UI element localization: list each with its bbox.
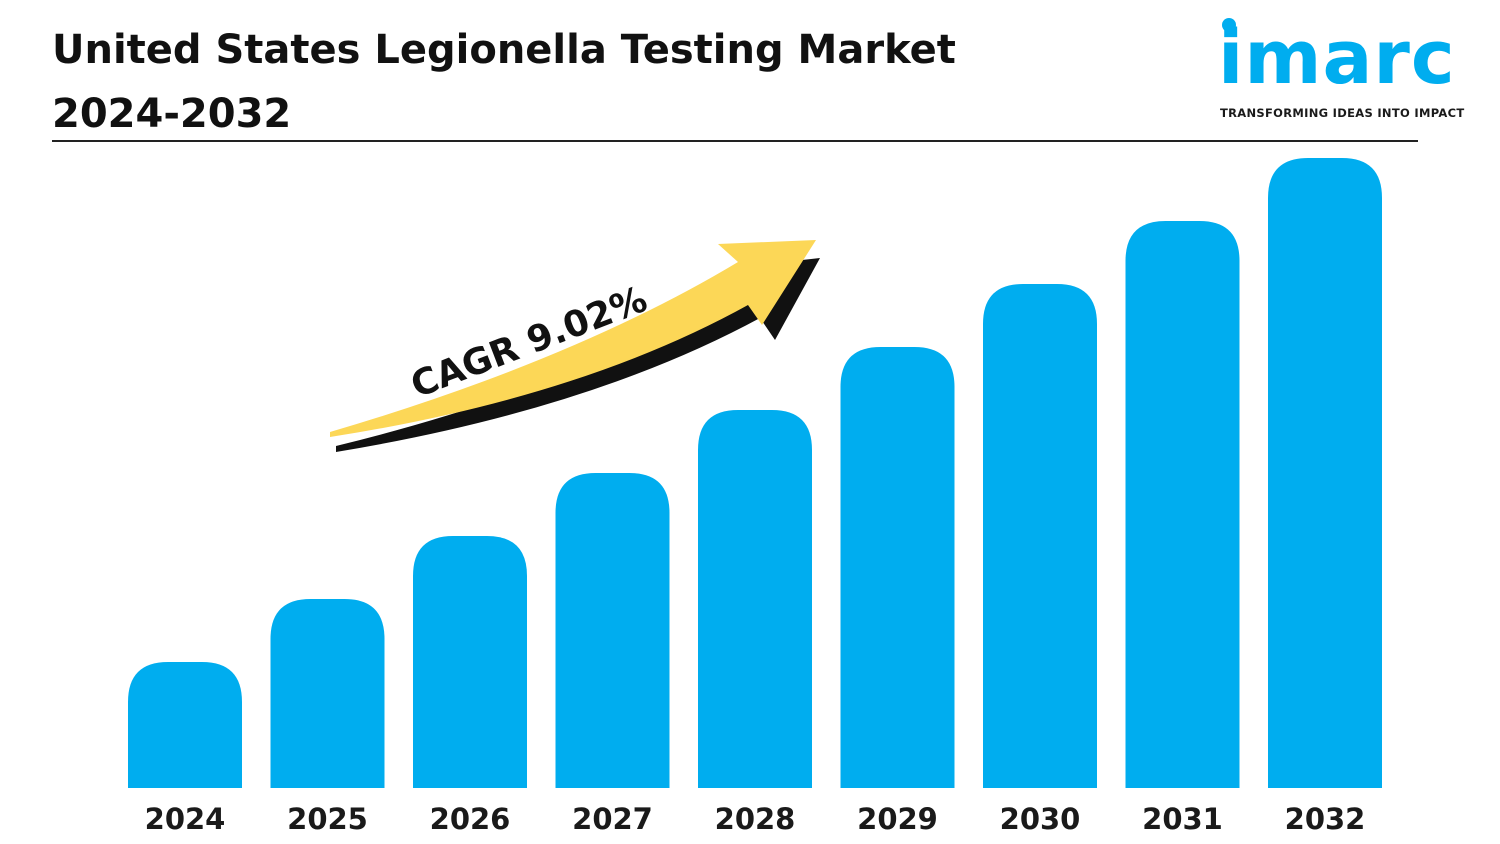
bar-2030 [983,284,1097,788]
logo-wordmark: imarc [1218,15,1456,101]
bar-group [128,158,1382,788]
logo-tagline: TRANSFORMING IDEAS INTO IMPACT [1220,106,1465,120]
bar-2029 [840,347,955,788]
x-tick-label-2031: 2031 [1142,802,1223,836]
bar-2026 [413,536,527,788]
bar-2028 [698,410,812,788]
x-tick-label-2029: 2029 [857,802,938,836]
x-tick-label-2028: 2028 [715,802,796,836]
x-tick-label-2024: 2024 [145,802,226,836]
imarc-logo: imarc TRANSFORMING IDEAS INTO IMPACT [1212,14,1472,124]
x-tick-label-2027: 2027 [572,802,653,836]
bar-2032 [1268,158,1382,788]
bar-2027 [555,473,670,788]
x-tick-label-2030: 2030 [1000,802,1081,836]
x-axis-tick-labels: 2024 2025 2026 2027 2028 2029 2030 2031 2032 [145,802,1366,836]
x-tick-label-2032: 2032 [1285,802,1366,836]
cagr-arrow-body [330,240,816,437]
title-divider [52,140,1418,142]
bar-2024 [128,662,242,788]
bar-2025 [270,599,385,788]
chart-title-line-1: United States Legionella Testing Market [52,27,956,73]
logo-dot-icon [1222,18,1236,32]
chart-title: United States Legionella Testing Market … [52,18,1052,146]
bar-2031 [1125,221,1240,788]
x-tick-label-2025: 2025 [287,802,368,836]
chart-title-line-2: 2024-2032 [52,91,292,137]
x-tick-label-2026: 2026 [430,802,511,836]
